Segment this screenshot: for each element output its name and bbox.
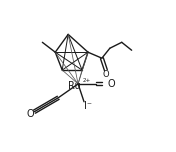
Text: 2+: 2+ — [83, 78, 91, 83]
Text: O: O — [108, 79, 116, 89]
Text: Ru: Ru — [68, 81, 80, 91]
Text: I⁻: I⁻ — [84, 101, 92, 111]
Text: O: O — [103, 69, 109, 79]
Text: O: O — [27, 109, 34, 119]
